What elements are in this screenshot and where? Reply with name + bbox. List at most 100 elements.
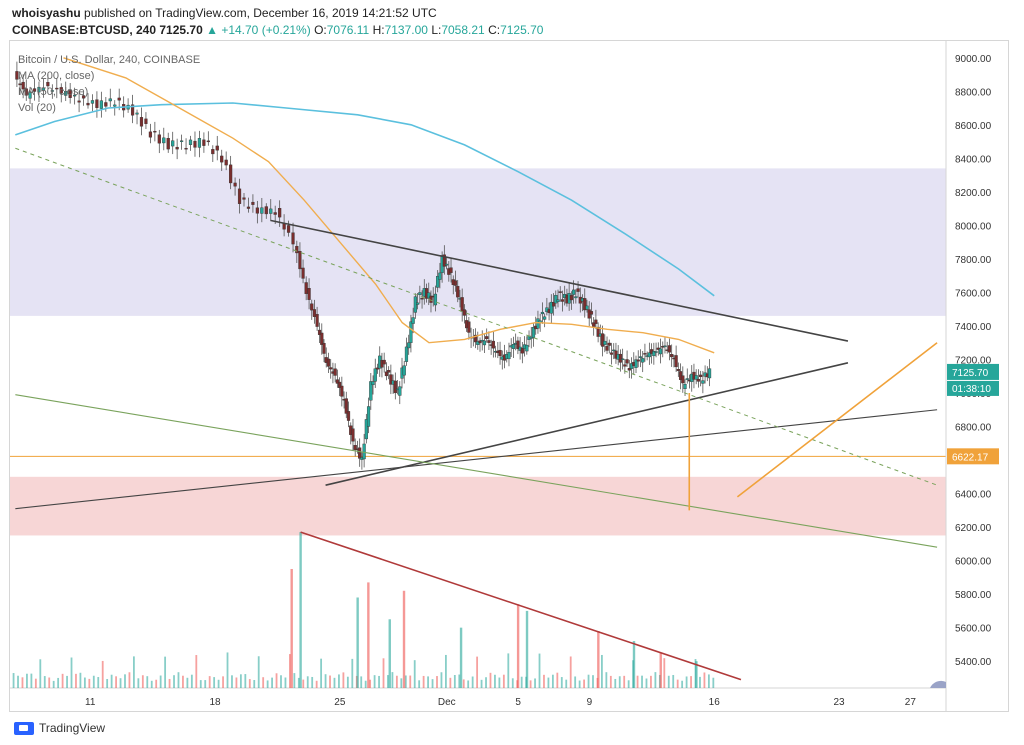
candle-body [344,398,348,414]
candle-body [369,381,373,401]
volume-bar [137,678,140,688]
brand-label: TradingView [39,721,106,735]
candle-body [282,223,286,230]
symbol-label: COINBASE:BTCUSD, 240 [12,23,157,37]
candle-body [108,98,112,102]
volume-bar [578,680,581,688]
trendline-descending-resistance [270,219,849,342]
candle-body [166,138,170,150]
volume-bar [609,675,612,688]
volume-bar [346,676,349,688]
volume-bar [43,676,46,688]
volume-bar [507,653,510,688]
publish-info: whoisyashu published on TradingView.com,… [12,6,437,20]
volume-bar [302,679,305,688]
candle-body [482,340,487,346]
y-tick-label: 9000.00 [955,54,992,65]
candle-body [157,134,161,144]
candle-body [398,386,402,396]
volume-bar [400,678,403,688]
candle-body [139,117,144,127]
y-tick-label: 8000.00 [955,221,992,232]
y-tick-label: 5800.00 [955,590,992,601]
candle-body [55,87,59,90]
volume-bar [333,677,336,688]
candle-body [148,131,152,138]
volume-bar [436,676,438,688]
high-label: H: [372,23,385,37]
volume-bar [489,672,492,688]
candle-body [362,443,366,460]
volume-bar [150,680,153,688]
volume-bar [21,677,24,688]
candle-body [77,100,81,103]
candle-body [220,155,224,163]
candle-body [531,327,536,338]
candle-body [480,339,484,342]
trendline-orange-projection [736,342,938,498]
zone-resistance [10,168,946,316]
candle-body [576,288,580,292]
volume-bar [511,678,514,688]
volume-bar [159,675,162,688]
candle-body [516,340,520,349]
y-tick-label: 8200.00 [955,188,992,199]
volume-bar [177,672,180,688]
candle-body [647,352,651,358]
volume-bar [618,676,621,688]
volume-bar [476,656,479,688]
candle-body [104,102,108,107]
volume-spike [367,582,370,688]
chart-frame[interactable] [9,40,1009,712]
y-tick-label: 6800.00 [955,423,992,434]
candle-body [117,97,121,101]
volume-bar [382,658,385,688]
volume-bar [173,675,175,688]
volume-bar [297,677,300,688]
volume-bar [52,680,55,688]
candle-body [364,419,368,440]
volume-bar [253,680,256,688]
volume-bar [480,679,483,688]
candle-body [315,314,319,327]
candle-body [612,349,616,352]
trendline-volume-decline [300,531,742,681]
volume-bar [449,677,452,688]
footer-brand[interactable]: TradingView [14,721,105,735]
x-tick-label: 25 [334,697,346,708]
candle-body [627,368,631,371]
candle-body [304,282,308,294]
volume-bar [257,656,260,688]
volume-bar [88,678,91,688]
x-tick-label: 23 [833,697,845,708]
volume-bar [133,656,135,688]
y-tick-label: 5600.00 [955,624,992,635]
ohlc-line: COINBASE:BTCUSD, 240 7125.70 ▲ +14.70 (+… [12,23,543,37]
y-tick-label: 8600.00 [955,121,992,132]
trendline-ascending-support [325,362,849,486]
candle-body [634,359,638,368]
volume-bar [235,677,238,688]
candle-body [574,296,578,299]
candle-body [536,318,540,329]
y-tick-label: 6000.00 [955,557,992,568]
volume-bar [124,674,126,688]
candle-body [50,90,54,92]
volume-bar [222,676,224,688]
volume-bar [498,677,501,688]
volume-bar [311,676,314,688]
volume-bar [529,680,532,688]
volume-bar [391,672,394,688]
volume-spike [597,631,600,688]
candle-body [549,301,553,314]
candle-body [554,295,558,304]
candle-body [543,316,547,320]
candle-body [560,299,565,302]
candle-body [237,188,242,204]
low-value: 7058.21 [441,23,485,37]
candle-body [99,100,103,109]
volume-bar [565,679,568,688]
candle-body [699,374,703,378]
candle-body [629,363,634,369]
